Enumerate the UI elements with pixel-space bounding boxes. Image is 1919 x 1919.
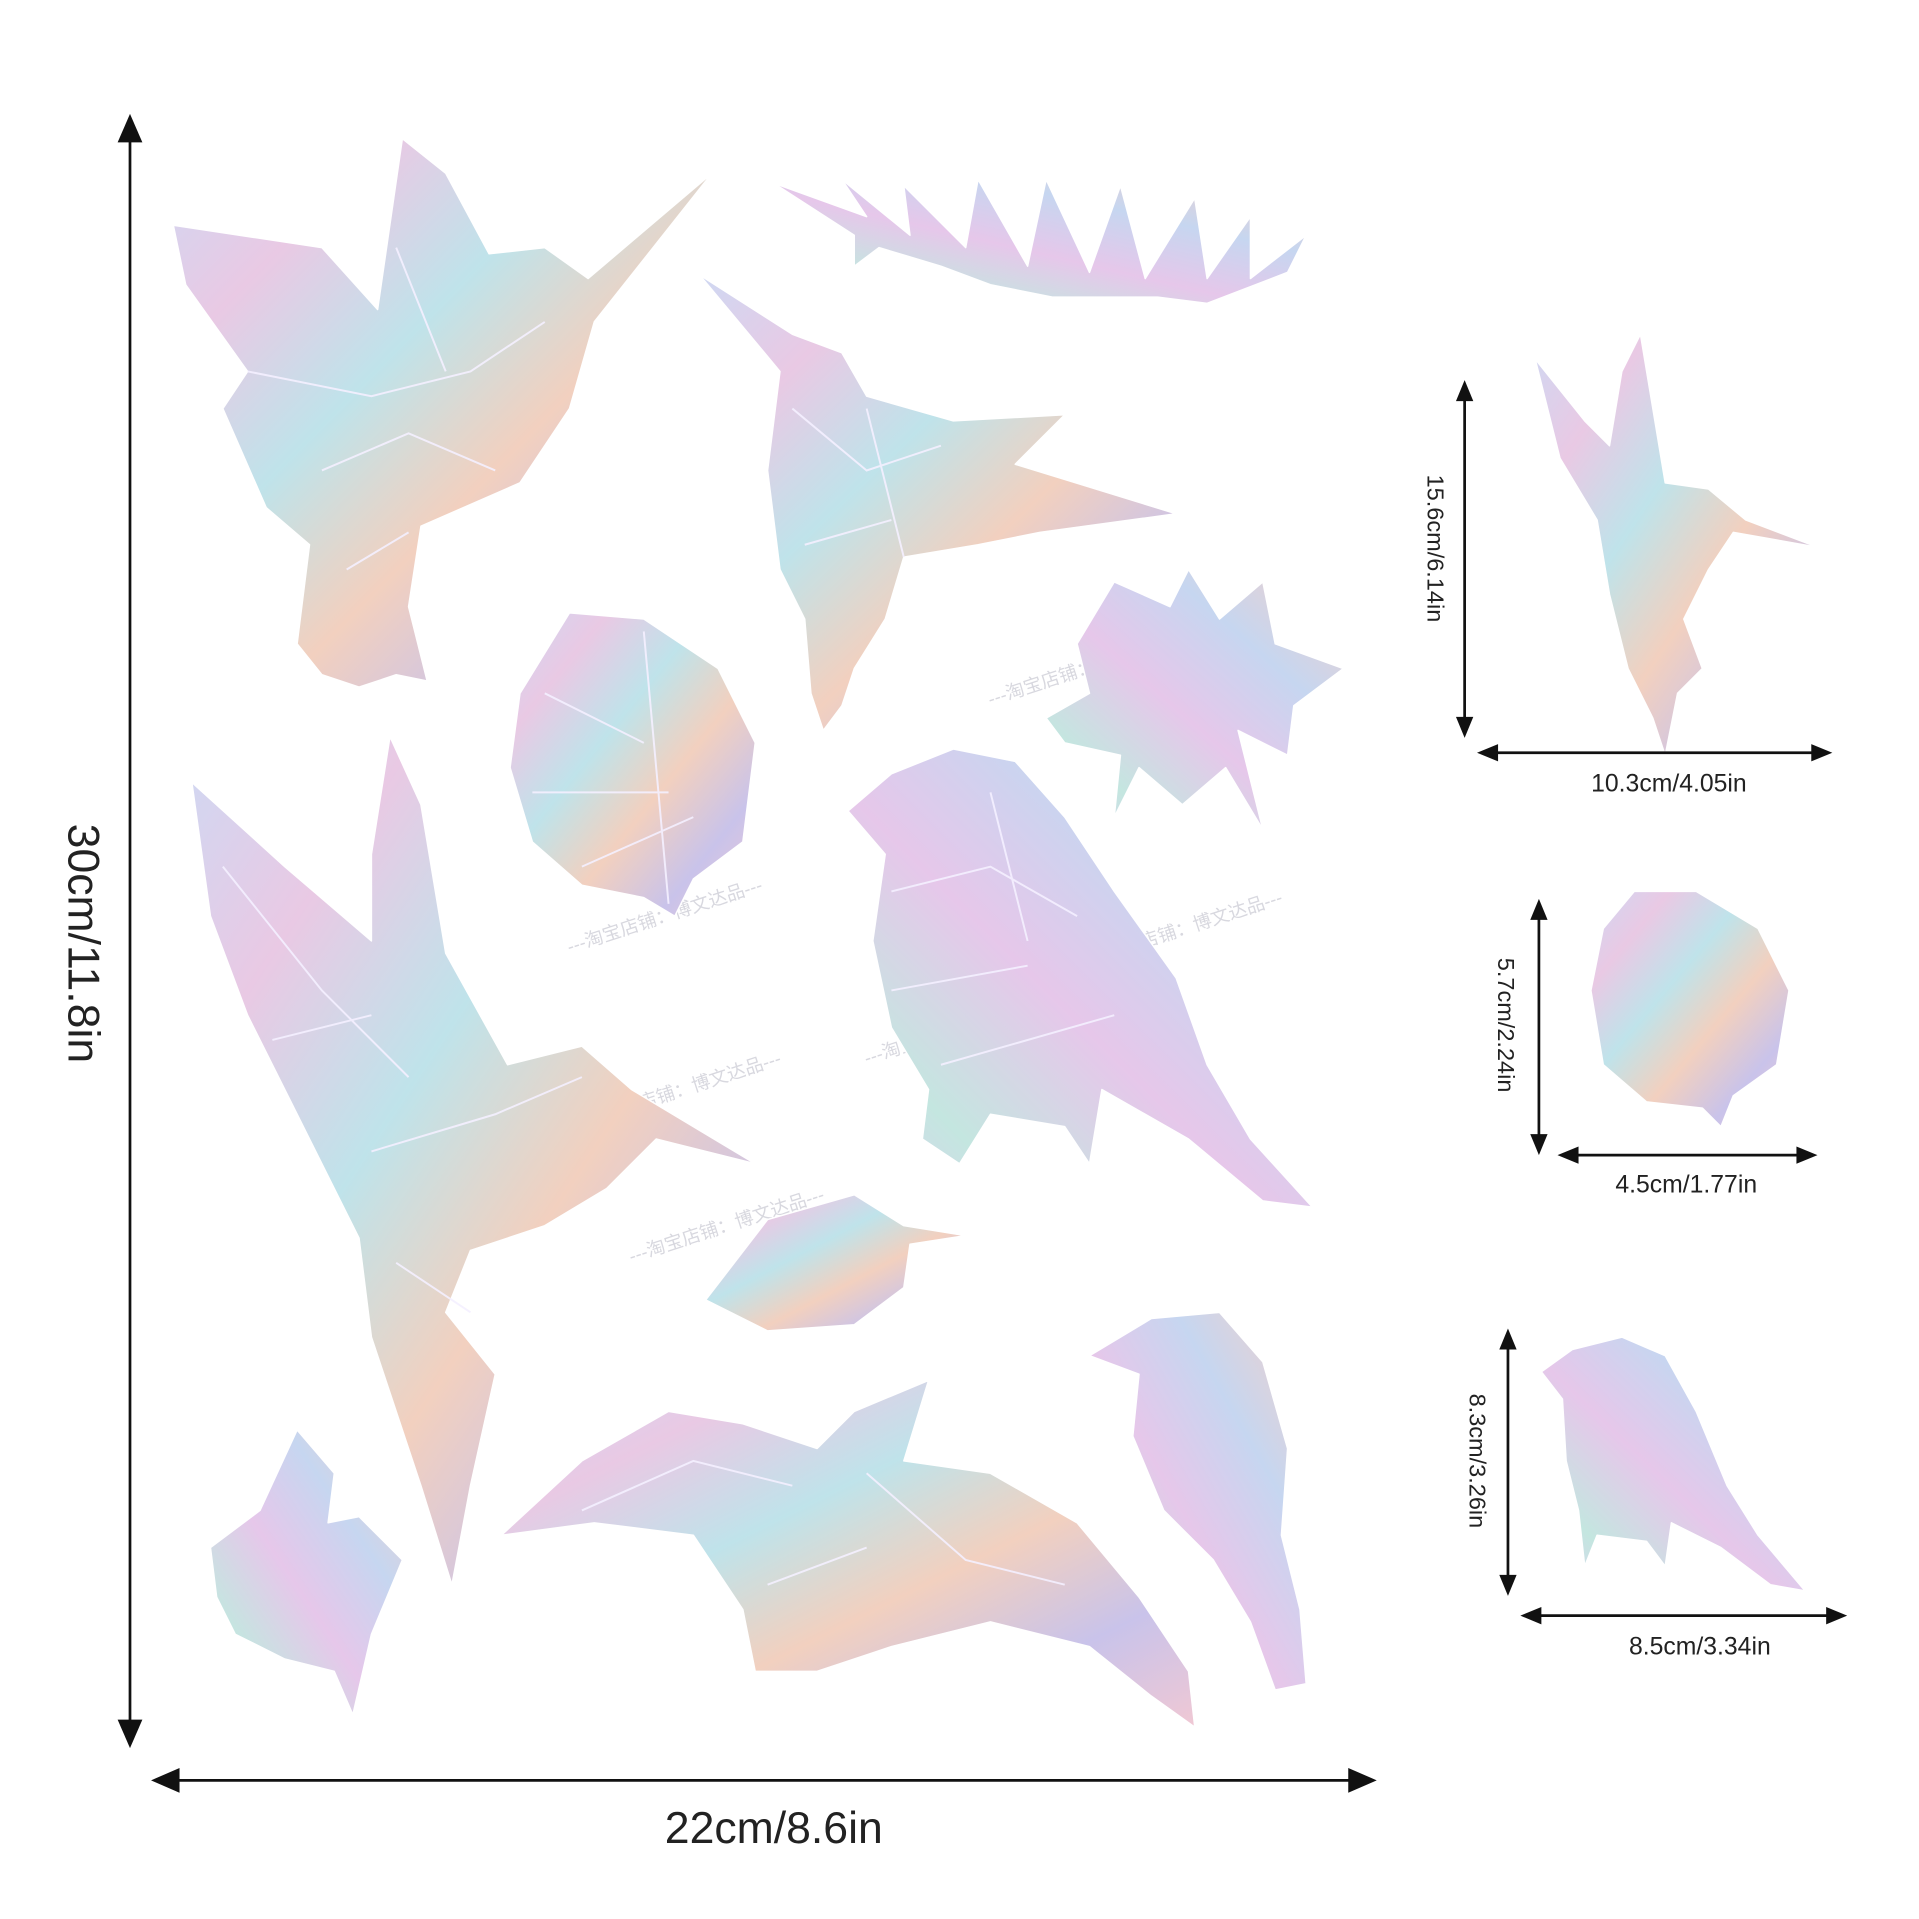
- main-dimensions: 30cm/11.8in 22cm/8.6in: [59, 113, 1377, 1853]
- monstera-sticker: [1590, 890, 1790, 1128]
- plant-sticker: [209, 1429, 404, 1716]
- stickers: [172, 137, 1819, 1728]
- hummingbird-sticker: [1534, 333, 1819, 756]
- arrow-head: [1499, 1574, 1517, 1596]
- hummingbird-sticker: [191, 735, 756, 1586]
- height-label: 5.7cm/2.24in: [1493, 958, 1519, 1093]
- fern-sticker: [773, 178, 1307, 305]
- arrow-head: [1826, 1607, 1848, 1625]
- arrow-head: [117, 1719, 143, 1749]
- width-label: 22cm/8.6in: [665, 1804, 883, 1853]
- leaf-sticker: [704, 1193, 967, 1332]
- arrow-head: [151, 1767, 180, 1793]
- arrow-head: [117, 113, 143, 143]
- arrow-head: [1499, 1328, 1517, 1350]
- height-label: 8.3cm/3.26in: [1465, 1394, 1491, 1529]
- detail-dimensions: 15.6cm/6.14in 10.3cm/4.05in 5.7cm/2.24in…: [1422, 380, 1848, 1660]
- jay-sticker: [1088, 1311, 1307, 1691]
- monstera-sticker: [509, 612, 756, 917]
- sparrow-sticker: [847, 748, 1314, 1208]
- arrow-head: [1455, 380, 1474, 402]
- arrow-head: [1348, 1767, 1377, 1793]
- hummingbird-sticker: [172, 137, 713, 688]
- arrow-head: [1796, 1146, 1818, 1164]
- width-label: 8.5cm/3.34in: [1629, 1633, 1771, 1660]
- height-label: 15.6cm/6.14in: [1422, 475, 1448, 623]
- arrow-head: [1455, 716, 1474, 738]
- arrow-head: [1530, 898, 1548, 920]
- width-label: 10.3cm/4.05in: [1591, 770, 1746, 797]
- arrow-head: [1557, 1146, 1579, 1164]
- height-label: 30cm/11.8in: [59, 824, 108, 1063]
- arrow-head: [1477, 744, 1499, 762]
- arrow-head: [1811, 744, 1833, 762]
- width-label: 4.5cm/1.77in: [1615, 1172, 1757, 1199]
- arrow-head: [1520, 1607, 1542, 1625]
- arrow-head: [1530, 1134, 1548, 1156]
- sparrow-sticker: [1540, 1336, 1806, 1592]
- maple-leaf-sticker: [1045, 568, 1345, 831]
